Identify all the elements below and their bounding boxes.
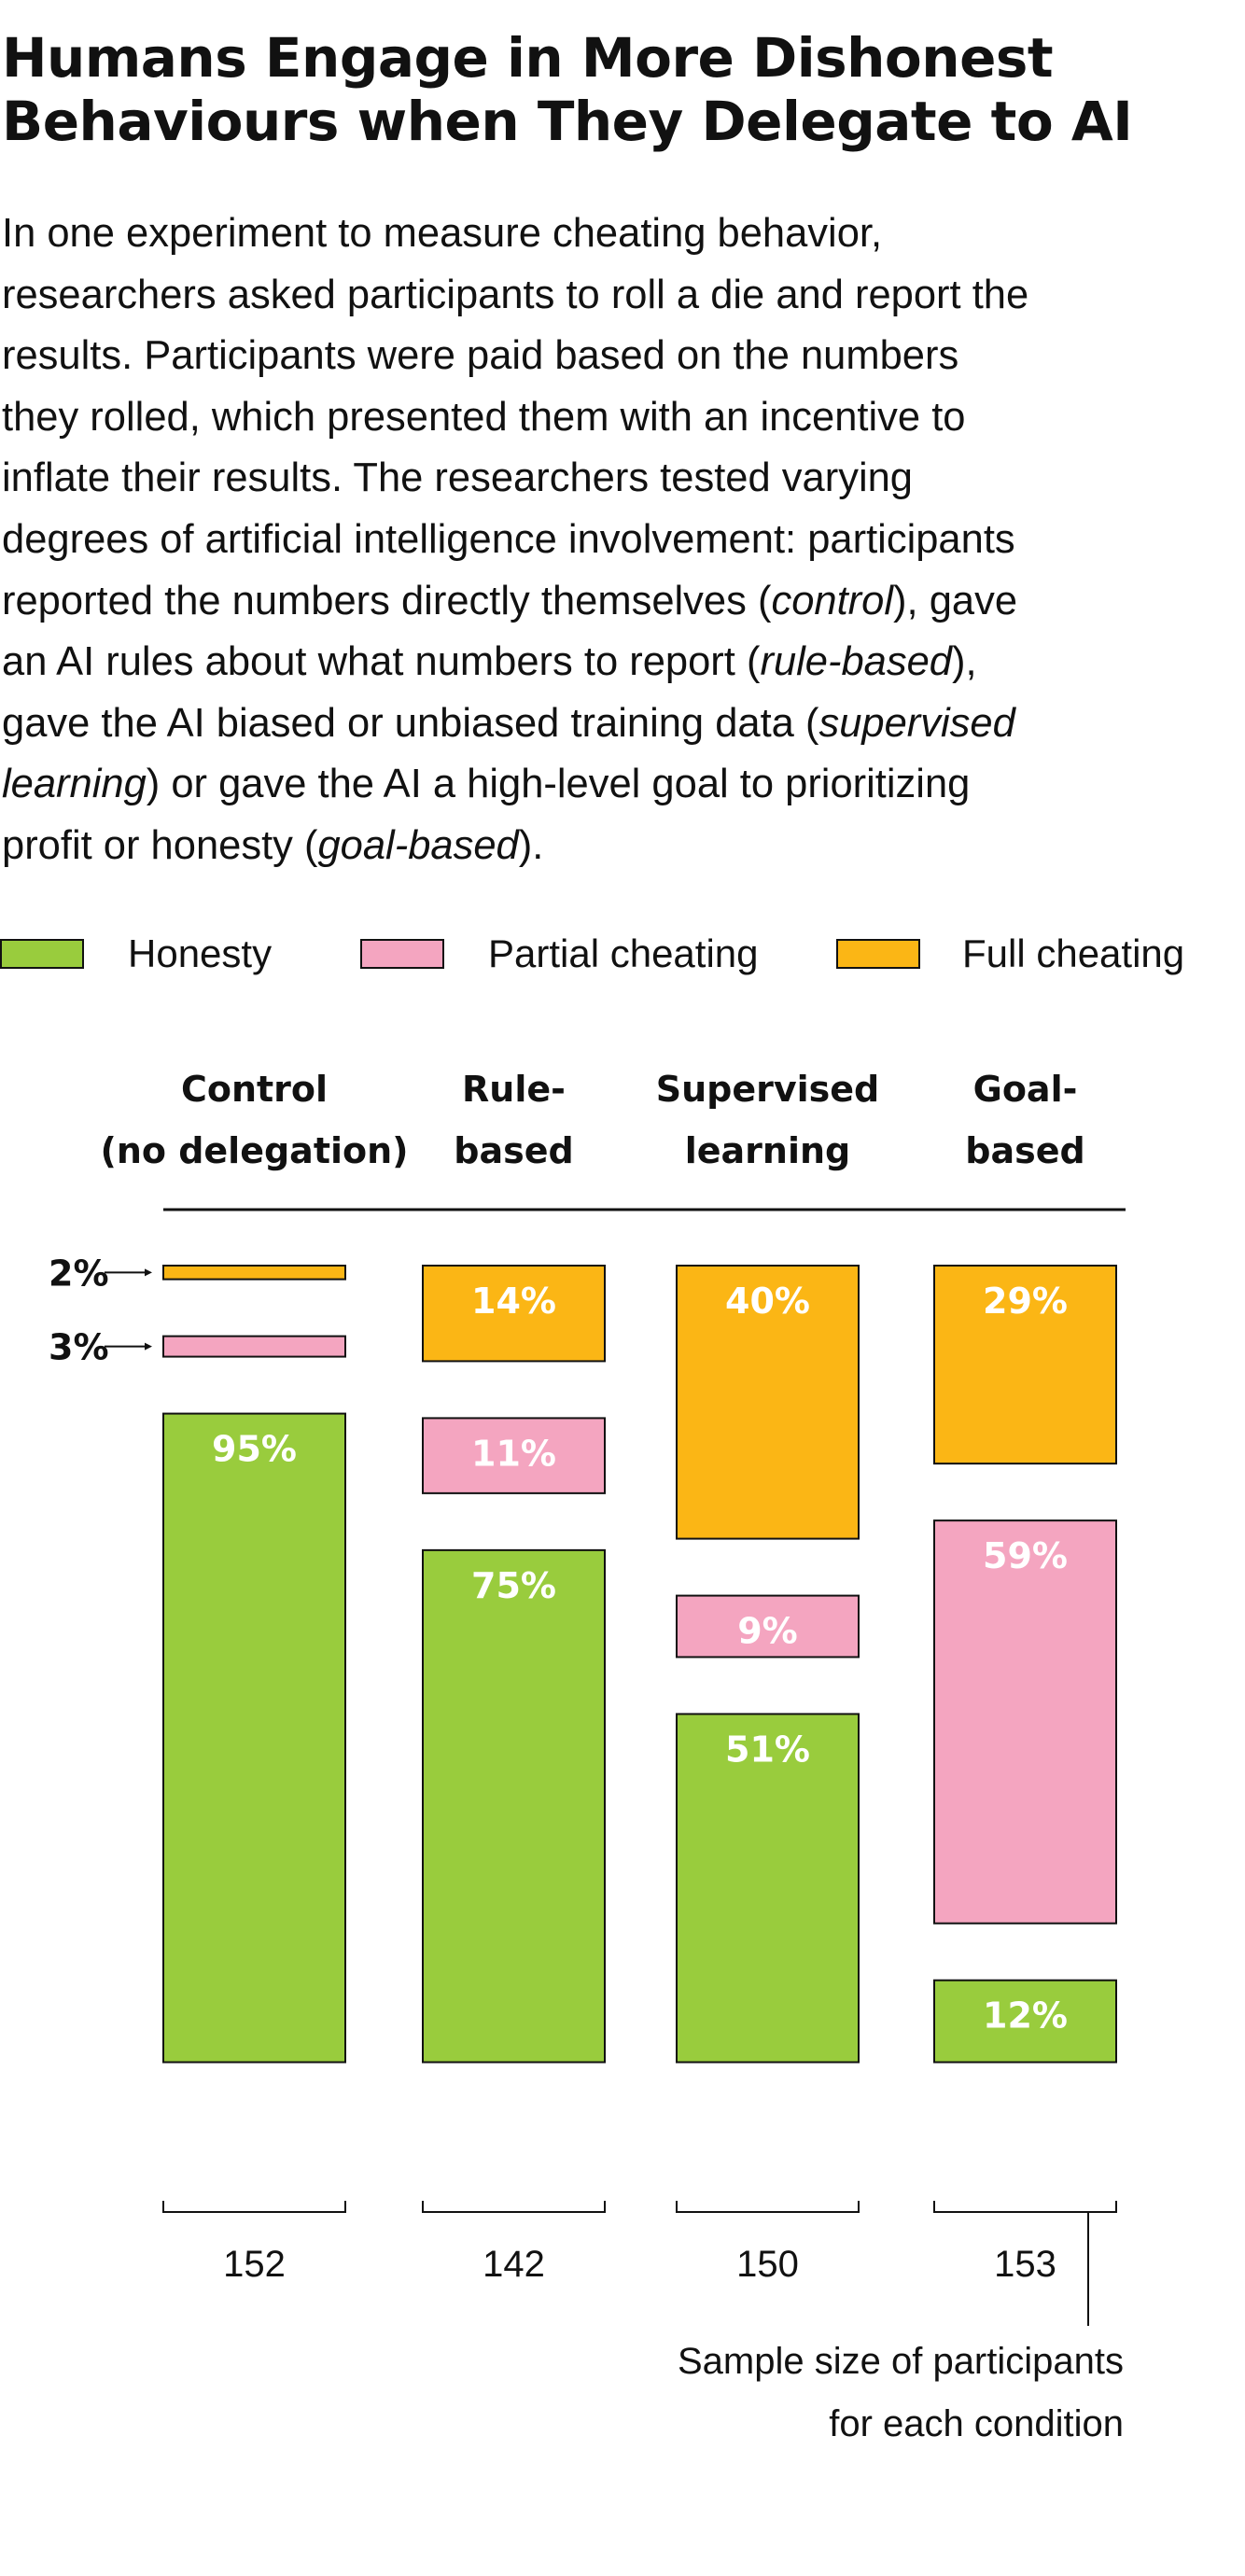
value-label: 59%: [983, 1535, 1068, 1576]
intro-line: learning) or gave the AI a high-level go…: [2, 762, 971, 807]
value-label: 14%: [471, 1281, 556, 1322]
full-cheating-bar: [162, 1265, 346, 1281]
full-cheating-bar: [933, 1265, 1117, 1465]
intro-line: gave the AI biased or unbiased training …: [2, 700, 1015, 746]
honesty-bar: [422, 1548, 606, 2064]
value-label: 95%: [212, 1429, 297, 1470]
intro-line: profit or honesty (goal-based).: [2, 822, 544, 868]
intro-line: researchers asked participants to roll a…: [2, 272, 1029, 317]
intro-line: an AI rules about what numbers to report…: [2, 639, 977, 685]
value-label: 12%: [983, 1995, 1068, 2037]
category-label: based: [965, 1130, 1084, 1171]
legend-label: Partial cheating: [488, 931, 759, 975]
intro-line: they rolled, which presented them with a…: [2, 394, 966, 440]
legend-label: Honesty: [128, 931, 273, 975]
legend-swatch-full-cheating: [836, 939, 920, 969]
value-label: 29%: [983, 1281, 1068, 1322]
legend-swatch-partial-cheating: [360, 939, 444, 969]
partial-cheating-bar: [933, 1519, 1117, 1925]
intro-line: results. Participants were paid based on…: [2, 333, 959, 379]
chart-title: Humans Engage in More Dishonest Behaviou…: [2, 26, 1234, 153]
sample-bracket: [422, 2201, 606, 2213]
category-label: Rule-: [462, 1069, 566, 1110]
category-label: Goal-: [973, 1069, 1078, 1110]
value-label: 9%: [737, 1611, 798, 1652]
pointer-arrow: [145, 1342, 152, 1351]
value-label-outside: 3%: [49, 1327, 109, 1368]
sample-size-label: 153: [994, 2244, 1056, 2285]
full-cheating-bar: [676, 1265, 860, 1540]
sample-bracket: [676, 2201, 860, 2213]
category-label: Supervised: [656, 1069, 880, 1110]
partial-cheating-bar: [162, 1335, 346, 1358]
honesty-bar: [162, 1412, 346, 2064]
value-label: 40%: [725, 1281, 810, 1322]
sample-note: Sample size of participants: [678, 2341, 1124, 2382]
pointer-arrow: [145, 1268, 152, 1277]
intro-line: inflate their results. The researchers t…: [2, 455, 913, 501]
category-label: (no delegation): [100, 1130, 408, 1171]
full-cheating-bar: [422, 1265, 606, 1363]
honesty-bar: [933, 1979, 1117, 2064]
partial-cheating-bar: [676, 1594, 860, 1659]
sample-bracket: [162, 2201, 346, 2213]
sample-size-label: 142: [483, 2244, 545, 2285]
legend-swatch-honesty: [0, 939, 84, 969]
value-label: 11%: [471, 1433, 556, 1474]
intro-line: reported the numbers directly themselves…: [2, 578, 1018, 623]
stacked-bar-chart: Control (no delegation) Rule-based Supervis…: [49, 1069, 1126, 2444]
title-line: Behaviours when They Delegate to AI: [2, 90, 1133, 153]
legend: Honesty Partial cheating Full cheating: [0, 928, 1245, 984]
intro-line: In one experiment to measure cheating be…: [2, 211, 883, 256]
sample-note: for each condition: [829, 2403, 1124, 2444]
legend-label: Full cheating: [962, 931, 1185, 975]
sample-size-label: 152: [223, 2244, 286, 2285]
value-label-outside: 2%: [49, 1253, 109, 1294]
sample-bracket: [933, 2201, 1117, 2213]
intro-line: degrees of artificial intelligence invol…: [2, 516, 1015, 562]
title-line: Humans Engage in More Dishonest: [2, 26, 1054, 90]
category-label: based: [454, 1130, 573, 1171]
intro-paragraph: In one experiment to measure cheating be…: [2, 203, 1238, 877]
value-label: 75%: [471, 1565, 556, 1606]
category-label: learning: [685, 1130, 851, 1171]
honesty-bar: [676, 1713, 860, 2064]
sample-size-label: 150: [736, 2244, 799, 2285]
value-label: 51%: [725, 1729, 810, 1770]
category-label: Control: [181, 1069, 328, 1110]
partial-cheating-bar: [422, 1417, 606, 1494]
